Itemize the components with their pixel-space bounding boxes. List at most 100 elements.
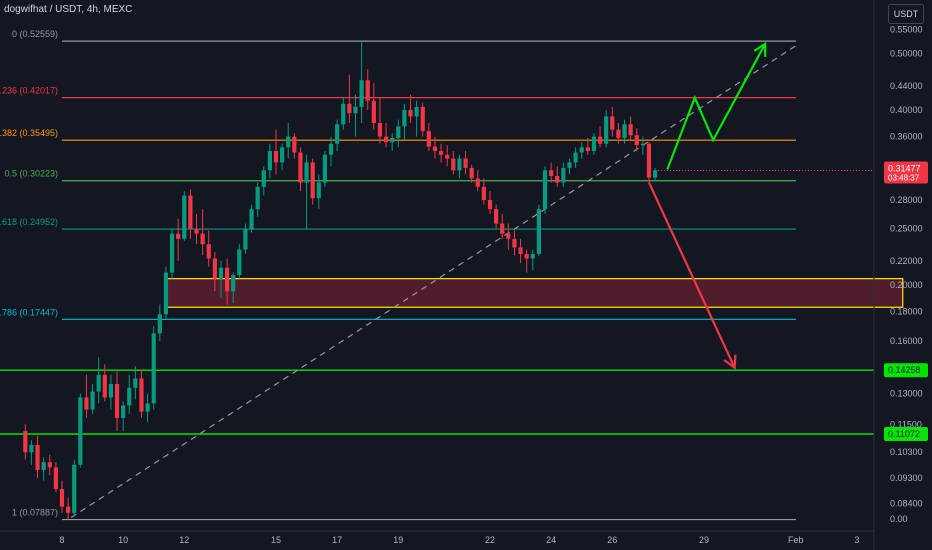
candle-body: [72, 464, 77, 513]
candle-body: [90, 391, 95, 410]
scenario-arrows[interactable]: [648, 41, 767, 370]
candle-body: [640, 143, 645, 146]
candle-body: [163, 272, 169, 315]
candle-body: [261, 170, 266, 187]
trend-line[interactable]: [70, 43, 800, 519]
candle-body: [292, 136, 297, 153]
fib-label-0.236: 0.236 (0.42017): [0, 86, 58, 96]
candle-body: [390, 138, 395, 143]
support-price-badge: [884, 426, 928, 441]
price-tick-label: 0.44000: [890, 81, 923, 91]
candle-body: [347, 103, 352, 114]
candle-body: [542, 170, 548, 210]
currency-button[interactable]: USDT: [888, 4, 924, 24]
price-tick-label: 0.36000: [890, 132, 923, 142]
bullish-scenario-arrow-head: [753, 41, 767, 57]
candle-body: [255, 186, 260, 210]
price-tick-label: 0.28000: [890, 195, 923, 205]
price-tick-label: 0.25000: [890, 224, 923, 234]
candle-body: [182, 195, 187, 239]
candle-body: [231, 274, 236, 292]
candle-body: [304, 162, 309, 183]
candle-body: [610, 116, 615, 130]
candle-body: [463, 158, 468, 168]
dashed-trend-line[interactable]: [70, 43, 800, 519]
candle-body: [500, 223, 505, 234]
support-zone-box[interactable]: [165, 277, 904, 308]
candle-body: [457, 158, 462, 171]
candle-body: [328, 143, 334, 155]
time-tick-label: 29: [699, 535, 709, 545]
price-tick-label: 0.10300: [890, 447, 923, 457]
candle-body: [481, 186, 486, 200]
candle-body: [78, 397, 83, 465]
candle-body: [396, 126, 401, 139]
price-tick-label: 0.20000: [890, 280, 923, 290]
candle-body: [84, 397, 89, 410]
candle-body: [59, 489, 65, 507]
support-price-value: 0.11072: [888, 429, 920, 439]
candle-body: [445, 154, 450, 159]
price-tick-label: 0.55000: [890, 25, 923, 35]
candle-body: [353, 106, 358, 114]
candles: [23, 41, 874, 520]
time-tick-label: 22: [485, 535, 495, 545]
candle-body: [102, 374, 107, 398]
time-axis[interactable]: 8 10 12 15 17 19 22 24 26 29 Feb 3: [59, 535, 859, 545]
candle-body: [249, 209, 254, 229]
candle-body: [377, 122, 383, 137]
candle-body: [133, 378, 138, 388]
candle-body: [41, 462, 46, 470]
time-tick-label: 8: [59, 535, 64, 545]
candle-body: [188, 195, 193, 229]
candle-body: [591, 136, 597, 152]
candle-body: [53, 467, 58, 490]
price-tick-label: 0.22000: [890, 256, 923, 266]
candle-body: [451, 158, 456, 171]
candle-body: [475, 178, 480, 187]
candle-body: [530, 254, 535, 259]
candle-body: [414, 106, 419, 117]
candle-body: [267, 151, 272, 171]
price-axis[interactable]: 0.55000 0.50000 0.44000 0.40000 0.36000 0.280…: [890, 25, 923, 524]
candle-body: [157, 314, 162, 334]
current-price-badge: [884, 161, 928, 184]
candle-body: [194, 228, 199, 234]
fib-label-0: 0 (0.52559): [12, 29, 58, 39]
candle-body: [604, 116, 609, 144]
candle-body: [145, 403, 150, 412]
candle-body: [127, 387, 132, 406]
candle-body: [371, 100, 376, 123]
price-tick-label: 0.16000: [890, 336, 923, 346]
candle-body: [585, 147, 590, 152]
bearish-scenario-arrow[interactable]: [648, 182, 736, 369]
candle-body: [237, 249, 242, 275]
bullish-scenario-arrow[interactable]: [666, 43, 767, 170]
support-lines[interactable]: [0, 369, 874, 435]
candle-body: [151, 333, 156, 404]
candle-body: [469, 167, 474, 179]
candle-body: [298, 152, 303, 183]
candle-body: [310, 162, 315, 199]
candle-body: [169, 233, 175, 273]
candle-body: [402, 110, 407, 127]
fib-label-0.786: 0.786 (0.17447): [0, 307, 58, 317]
current-price-value: 0.31477: [888, 163, 921, 173]
support-price-value: 0.14258: [888, 365, 921, 375]
candle-body: [512, 238, 517, 248]
candle-body: [218, 267, 224, 279]
candle-body: [47, 462, 52, 468]
candle-body: [652, 170, 658, 178]
candle-body: [426, 131, 431, 147]
time-tick-label: Feb: [788, 535, 804, 545]
candle-body: [29, 444, 34, 453]
fib-label-0.5: 0.5 (0.30223): [4, 169, 58, 179]
price-tick-label: 0.13000: [890, 389, 923, 399]
candle-body: [487, 199, 493, 210]
time-tick-label: 3: [854, 535, 859, 545]
candle-body: [518, 247, 523, 255]
candle-body: [506, 233, 511, 239]
candle-body: [432, 146, 438, 152]
price-tick-label: 0.00: [890, 514, 908, 524]
